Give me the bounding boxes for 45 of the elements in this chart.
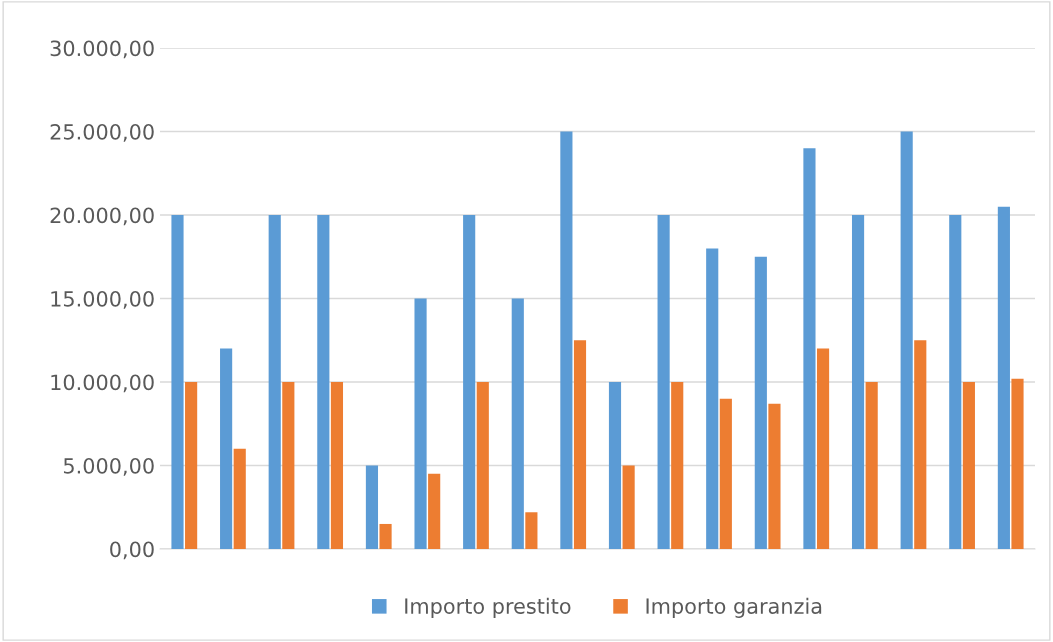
bar: [511, 298, 524, 549]
bar: [233, 448, 246, 549]
bar: [1011, 378, 1024, 549]
bar: [476, 382, 489, 549]
bar: [768, 403, 781, 549]
bar: [949, 215, 962, 549]
bar: [962, 382, 975, 549]
bar: [282, 382, 295, 549]
bar: [622, 465, 635, 549]
bar: [330, 382, 344, 549]
bar: [657, 215, 670, 549]
bar: [268, 215, 281, 549]
bar: [706, 248, 719, 549]
bar: [816, 348, 830, 549]
bar: [525, 512, 538, 549]
bar: [379, 523, 392, 549]
y-tick-label: 15.000,00: [51, 290, 154, 309]
bar: [317, 215, 330, 549]
bar: [365, 465, 379, 549]
bar: [997, 206, 1010, 549]
bar: [463, 215, 476, 549]
bar: [671, 382, 684, 549]
bar: [428, 473, 441, 549]
legend-label: Importo prestito: [405, 597, 571, 618]
y-tick-label: 25.000,00: [50, 123, 154, 142]
y-tick-label: 10.000,00: [51, 374, 154, 393]
bar: [914, 340, 927, 549]
y-tick-label: 20.000,00: [50, 207, 154, 226]
bar: [719, 398, 732, 549]
y-tick-label: 0,00: [110, 541, 154, 560]
bar: [573, 340, 587, 549]
bar: [560, 131, 573, 549]
bar: [865, 382, 878, 549]
bar: [185, 382, 198, 549]
y-tick-label: 30.000,00: [50, 40, 154, 59]
bar: [900, 131, 913, 549]
bar: [754, 256, 767, 549]
bar: [851, 215, 865, 549]
legend-label: Importo garanzia: [646, 597, 822, 618]
bar: [414, 298, 427, 549]
bar: [220, 348, 233, 549]
y-tick-label: 5.000,00: [63, 457, 154, 476]
bar: [608, 382, 622, 549]
bar: [171, 215, 184, 549]
bar: [803, 148, 816, 549]
